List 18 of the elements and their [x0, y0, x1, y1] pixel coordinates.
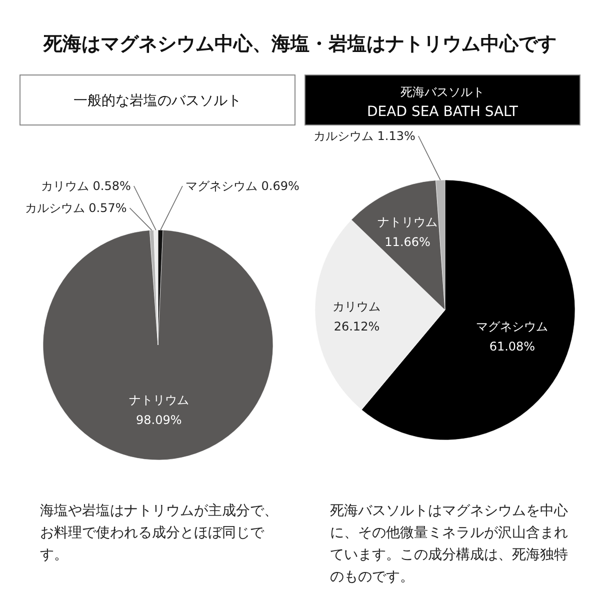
slice-label: マグネシウム 0.69%: [185, 179, 300, 193]
slice-label: カリウム: [332, 300, 381, 314]
text: 死海バスソルトはマグネシウムを中心に、その他微量ミネラルが沢山含まれています。この成分構成は、死海独特のものです。: [330, 502, 569, 587]
slice-label: ナトリウム: [128, 393, 189, 408]
slice-label: ナトリウム: [378, 214, 438, 229]
text: 海塩や岩塩はナトリウムが主成分で、お料理で使われる成分とほぼ同じです。: [40, 502, 279, 565]
data-label: 11.66%: [384, 234, 430, 249]
pie-slice: [42, 230, 274, 460]
chart-title: 死海はマグネシウム中心、海塩・岩塩はナトリウム中心です: [42, 33, 556, 55]
chart-subtitle: 死海バスソルト DEAD SEA BATH SALT: [367, 85, 518, 120]
chart-subtitle: 一般的な岩塩のバスソルト: [74, 93, 242, 109]
slice-label: カルシウム 1.13%: [313, 129, 416, 143]
data-label: 26.12%: [334, 320, 380, 334]
slice-label: カリウム 0.58%: [40, 179, 131, 193]
slice-label: マグネシウム: [476, 319, 548, 334]
data-label: 61.08%: [489, 339, 536, 354]
slice-label: カルシウム 0.57%: [24, 201, 127, 215]
data-label: 98.09%: [136, 413, 182, 428]
